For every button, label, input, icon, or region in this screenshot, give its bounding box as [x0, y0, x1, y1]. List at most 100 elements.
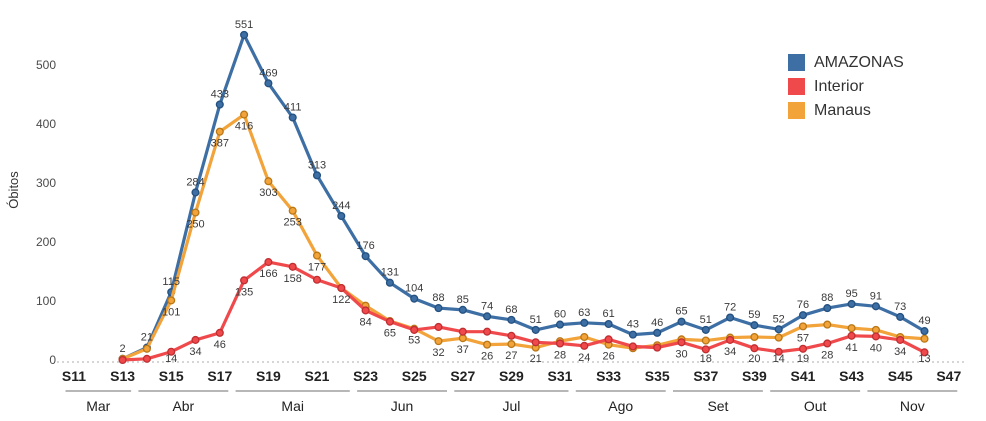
data-point-amazonas[interactable]: [288, 113, 297, 122]
x-tick-label: S31: [548, 368, 573, 384]
data-point-manaus[interactable]: [750, 332, 759, 342]
data-point-interior[interactable]: [434, 322, 443, 332]
data-point-amazonas[interactable]: [531, 325, 540, 334]
data-label-amazonas: 21: [141, 332, 153, 344]
data-point-manaus[interactable]: [167, 296, 176, 305]
data-label-interior: 18: [700, 353, 712, 365]
data-point-manaus[interactable]: [871, 325, 880, 334]
data-label-interior: 158: [284, 273, 302, 285]
data-point-interior[interactable]: [701, 345, 710, 354]
data-point-interior[interactable]: [604, 335, 613, 344]
legend-item-interior[interactable]: Interior: [788, 78, 904, 95]
data-point-amazonas[interactable]: [361, 252, 370, 261]
data-point-interior[interactable]: [312, 275, 322, 284]
data-point-amazonas[interactable]: [555, 320, 565, 329]
data-point-interior[interactable]: [653, 343, 662, 352]
data-point-manaus[interactable]: [701, 336, 710, 345]
data-point-amazonas[interactable]: [337, 211, 346, 221]
data-point-interior[interactable]: [264, 258, 273, 267]
data-point-manaus[interactable]: [215, 127, 224, 136]
data-point-manaus[interactable]: [847, 324, 856, 333]
data-point-interior[interactable]: [531, 338, 540, 347]
data-point-amazonas[interactable]: [483, 312, 492, 321]
data-point-manaus[interactable]: [507, 340, 516, 349]
data-point-amazonas[interactable]: [847, 299, 856, 309]
data-point-interior[interactable]: [847, 331, 856, 340]
legend-item-manaus[interactable]: Manaus: [788, 102, 904, 119]
data-point-amazonas[interactable]: [896, 312, 905, 321]
data-point-amazonas[interactable]: [580, 318, 589, 327]
data-point-interior[interactable]: [240, 276, 249, 285]
data-point-interior[interactable]: [628, 342, 637, 351]
data-point-interior[interactable]: [118, 355, 127, 365]
data-point-manaus[interactable]: [798, 322, 808, 331]
data-point-amazonas[interactable]: [410, 294, 419, 303]
data-point-interior[interactable]: [896, 335, 905, 344]
month-label: Jul: [502, 398, 520, 414]
data-point-manaus[interactable]: [264, 177, 273, 186]
data-point-amazonas[interactable]: [798, 311, 808, 320]
data-point-amazonas[interactable]: [215, 100, 224, 109]
data-point-interior[interactable]: [555, 339, 565, 348]
data-point-interior[interactable]: [507, 331, 516, 340]
data-point-interior[interactable]: [580, 341, 589, 350]
data-point-amazonas[interactable]: [385, 278, 394, 287]
data-point-interior[interactable]: [798, 344, 808, 353]
data-point-manaus[interactable]: [580, 332, 589, 342]
data-point-amazonas[interactable]: [701, 325, 710, 334]
data-point-manaus[interactable]: [483, 340, 492, 349]
data-point-interior[interactable]: [410, 325, 419, 334]
x-tick-label: S29: [499, 368, 524, 384]
x-tick-label: S41: [791, 368, 816, 384]
data-point-amazonas[interactable]: [458, 305, 467, 314]
data-point-interior[interactable]: [871, 332, 880, 341]
data-point-manaus[interactable]: [434, 337, 443, 346]
data-point-interior[interactable]: [215, 328, 224, 337]
data-point-amazonas[interactable]: [507, 315, 516, 324]
data-point-manaus[interactable]: [920, 334, 929, 343]
data-point-amazonas[interactable]: [628, 330, 637, 339]
data-point-manaus[interactable]: [240, 110, 249, 119]
data-point-amazonas[interactable]: [191, 188, 200, 197]
data-point-manaus[interactable]: [823, 320, 832, 329]
data-point-manaus[interactable]: [774, 333, 783, 342]
data-point-manaus[interactable]: [142, 344, 151, 353]
data-label-amazonas: 49: [918, 315, 930, 327]
data-point-interior[interactable]: [483, 327, 492, 336]
data-point-manaus[interactable]: [458, 334, 467, 343]
data-point-interior[interactable]: [191, 335, 200, 344]
data-point-amazonas[interactable]: [823, 304, 832, 313]
data-point-amazonas[interactable]: [871, 302, 880, 311]
data-point-interior[interactable]: [774, 347, 783, 356]
data-point-interior[interactable]: [823, 339, 832, 348]
data-point-interior[interactable]: [677, 338, 686, 347]
data-point-interior[interactable]: [361, 306, 370, 315]
data-point-amazonas[interactable]: [312, 171, 322, 180]
data-point-interior[interactable]: [726, 335, 735, 344]
data-point-amazonas[interactable]: [604, 319, 613, 329]
data-point-interior[interactable]: [288, 262, 297, 271]
data-point-interior[interactable]: [142, 354, 151, 363]
data-label-amazonas: 469: [259, 67, 277, 79]
data-point-manaus[interactable]: [191, 208, 200, 217]
data-point-amazonas[interactable]: [726, 313, 735, 322]
data-point-interior[interactable]: [920, 348, 929, 357]
data-point-manaus[interactable]: [312, 251, 322, 260]
data-point-interior[interactable]: [458, 327, 467, 336]
data-point-amazonas[interactable]: [434, 304, 443, 313]
data-point-manaus[interactable]: [288, 206, 297, 215]
data-point-amazonas[interactable]: [677, 317, 686, 326]
data-point-amazonas[interactable]: [920, 327, 929, 336]
legend-swatch-manaus: [788, 102, 805, 119]
legend-item-amazonas[interactable]: AMAZONAS: [788, 54, 904, 71]
data-point-interior[interactable]: [385, 317, 394, 326]
data-point-amazonas[interactable]: [774, 325, 783, 334]
data-point-amazonas[interactable]: [653, 328, 662, 337]
data-point-interior[interactable]: [337, 283, 346, 293]
data-point-interior[interactable]: [167, 347, 176, 356]
data-label-amazonas: 88: [821, 292, 833, 304]
data-point-amazonas[interactable]: [750, 321, 759, 330]
data-point-amazonas[interactable]: [240, 30, 249, 39]
data-point-interior[interactable]: [750, 344, 759, 353]
data-point-amazonas[interactable]: [264, 79, 273, 88]
